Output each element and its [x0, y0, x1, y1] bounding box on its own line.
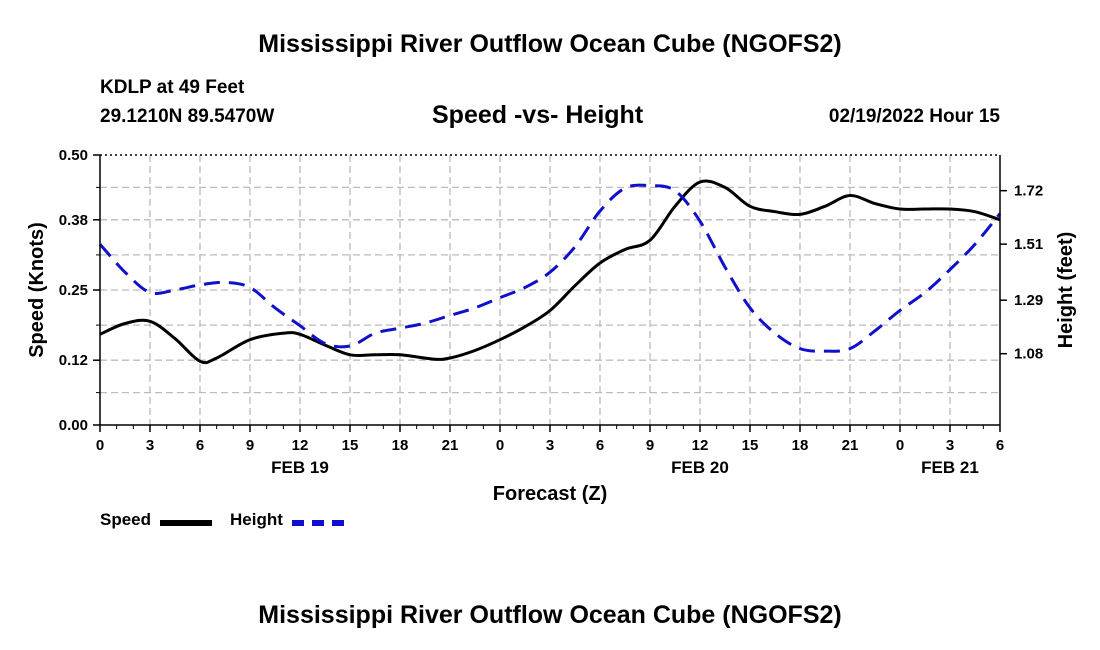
- legend-speed-label: Speed: [100, 510, 152, 529]
- x-tick-label: 15: [742, 437, 759, 454]
- height-series-line: [98, 183, 1002, 353]
- x-day-label: FEB 21: [921, 458, 979, 477]
- y-tick-label: 0.25: [59, 282, 88, 299]
- x-tick-label: 6: [996, 437, 1004, 454]
- speed-series-line: [99, 179, 1001, 365]
- y-tick-label: 0.38: [59, 212, 88, 229]
- y2-tick-label: 1.51: [1014, 236, 1043, 253]
- x-tick-label: 0: [96, 437, 104, 454]
- forecast-datetime: 02/19/2022 Hour 15: [828, 106, 1000, 127]
- x-tick-label: 21: [442, 437, 459, 454]
- x-tick-label: 18: [392, 437, 409, 454]
- station-label: KDLP at 49 Feet: [100, 77, 245, 98]
- grid-layer: [100, 155, 1000, 425]
- x-tick-label: 18: [792, 437, 809, 454]
- speed-height-chart: 0 3 6 9 12 15 18 21 0 3 6 9 12 15 18 21 0 3 6 FEB 19 FEB 20 F…: [26, 147, 1077, 505]
- x-tick-label: 21: [842, 437, 859, 454]
- legend-height-swatch: [292, 520, 344, 526]
- x-tick-label: 6: [596, 437, 604, 454]
- x-day-label: FEB 20: [671, 458, 729, 477]
- x-tick-label: 15: [342, 437, 359, 454]
- x-tick-label: 12: [292, 437, 309, 454]
- y2-tick-label: 1.72: [1014, 183, 1043, 200]
- x-tick-label: 12: [692, 437, 709, 454]
- y-tick-label: 0.12: [59, 352, 88, 369]
- legend-speed-swatch: [160, 520, 212, 526]
- y2-tick-label: 1.08: [1014, 346, 1043, 363]
- y2-tick-label: 1.29: [1014, 292, 1043, 309]
- y-axis-label: Speed (Knots): [26, 222, 48, 358]
- y2-axis-label: Height (feet): [1055, 232, 1077, 349]
- y-tick-label: 0.00: [59, 417, 88, 434]
- y-tick-label: 0.50: [59, 147, 88, 164]
- x-tick-label: 9: [246, 437, 254, 454]
- x-tick-label: 6: [196, 437, 204, 454]
- x-day-label: FEB 19: [271, 458, 329, 477]
- x-tick-label: 0: [896, 437, 904, 454]
- legend-height-label: Height: [230, 510, 283, 529]
- x-tick-label: 3: [146, 437, 154, 454]
- chart-subtitle: Speed -vs- Height: [432, 101, 644, 129]
- station-coords: 29.1210N 89.5470W: [100, 106, 275, 127]
- x-tick-label: 3: [546, 437, 554, 454]
- axis-layer: 0 3 6 9 12 15 18 21 0 3 6 9 12 15 18 21 0 3 6 FEB 19 FEB 20 F…: [59, 147, 1043, 477]
- x-tick-label: 0: [496, 437, 504, 454]
- bottom-title: Mississippi River Outflow Ocean Cube (NG…: [258, 601, 842, 629]
- x-tick-label: 9: [646, 437, 654, 454]
- x-axis-label: Forecast (Z): [493, 483, 607, 505]
- chart-title: Mississippi River Outflow Ocean Cube (NG…: [258, 30, 842, 58]
- series-layer: [98, 179, 1002, 365]
- x-tick-label: 3: [946, 437, 954, 454]
